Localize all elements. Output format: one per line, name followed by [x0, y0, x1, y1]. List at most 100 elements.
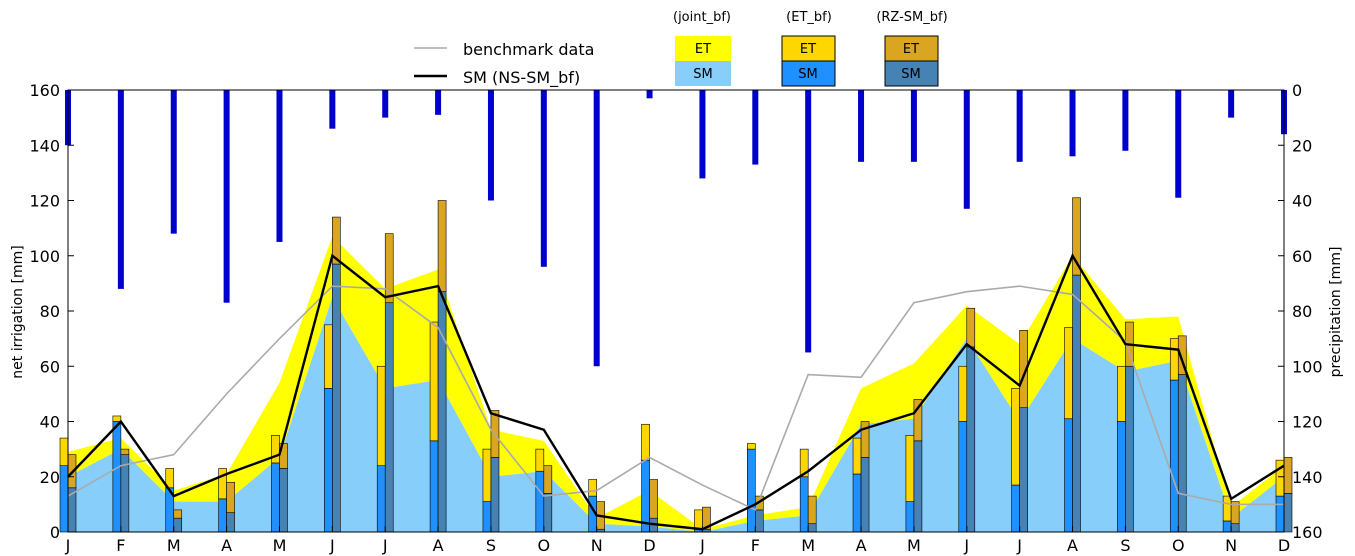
rz-et-bar [384, 233, 394, 304]
etbf-et-bar [852, 437, 862, 475]
legend-joint-sm-swatch [675, 61, 731, 86]
legend-joint-sm-label: SM [693, 67, 712, 82]
precipitation-bar [1016, 90, 1023, 162]
joint-sm-area [68, 297, 1284, 532]
y2-tick-label: 40 [1292, 192, 1312, 211]
etbf-et-bar [324, 324, 333, 389]
y2-tick-label: 80 [1292, 302, 1312, 321]
legend: benchmark data SM (NS-SM_bf) (joint_bf) … [414, 10, 948, 88]
legend-joint-et-swatch [675, 36, 731, 61]
rz-et-bar [913, 399, 923, 442]
axes-layer: 160 140 120 100 80 60 40 20 0 0 20 40 60 80 100 120 140 1… [29, 81, 1322, 555]
etbf-et-bar [271, 435, 280, 464]
etbf-sm-bar [482, 501, 492, 533]
x-tick-label: N [591, 536, 603, 555]
precipitation-bar [487, 90, 494, 201]
precipitation-bar [223, 90, 230, 303]
rz-et-bar [437, 200, 447, 292]
precipitation-bar [963, 90, 970, 209]
rz-et-bar [1230, 501, 1240, 525]
rz-et-bar [120, 448, 130, 455]
rz-et-bar [173, 509, 183, 519]
precipitation-bar [276, 90, 283, 242]
legend-etbf-et-swatch [781, 35, 836, 62]
etbf-et-bar [482, 448, 492, 502]
benchmark-line [67, 285, 1284, 511]
etbf-et-bar [59, 437, 69, 467]
legend-sm-label: SM (NS-SM_bf) [463, 68, 580, 88]
y-tick-label: 60 [40, 357, 60, 376]
y2-tick-label: 20 [1292, 136, 1312, 155]
etbf-sm-bar [1222, 520, 1232, 533]
x-tick-label: F [751, 536, 760, 555]
etbf-et-bar [905, 435, 915, 502]
precipitation-bar [699, 90, 706, 179]
x-tick-label: A [221, 536, 232, 555]
x-tick-label: M [907, 536, 921, 555]
precipitation-bar [1122, 90, 1129, 151]
precipitation-bar [593, 90, 600, 367]
precipitation-bar [435, 90, 442, 115]
etbf-sm-bar [376, 465, 386, 533]
rz-sm-bar [1072, 274, 1081, 533]
rz-sm-bar [807, 523, 817, 533]
etbf-et-bar [1169, 338, 1179, 381]
rz-sm-bar [1230, 523, 1240, 533]
x-tick-label: D [1278, 536, 1290, 555]
rz-et-bar [226, 481, 235, 513]
etbf-et-bar [535, 448, 545, 472]
etbf-sm-bar [1169, 379, 1179, 533]
etbf-et-bar [641, 423, 650, 461]
precipitation-bar [858, 90, 865, 162]
area-layer [68, 236, 1284, 532]
etbf-et-bar [218, 468, 227, 500]
x-tick-label: M [167, 536, 181, 555]
etbf-sm-bar [1064, 418, 1073, 533]
rz-sm-bar [1283, 493, 1293, 533]
precipitation-bar [382, 90, 389, 118]
precipitation-bar [910, 90, 917, 162]
etbf-sm-bar [747, 448, 756, 533]
etbf-et-bar [1064, 327, 1073, 420]
etbf-sm-bar [958, 421, 968, 533]
joint-et-area [68, 236, 1284, 532]
precipitation-bar [805, 90, 812, 353]
y2-tick-label: 120 [1292, 413, 1323, 432]
y-tick-label: 140 [29, 136, 60, 155]
x-tick-label: M [801, 536, 815, 555]
etbf-sm-bar [112, 421, 122, 533]
rz-sm-bar [1019, 407, 1028, 533]
x-tick-label: J [65, 536, 71, 555]
y-tick-label: 40 [40, 413, 60, 432]
rz-et-bar [1283, 457, 1293, 494]
etbf-et-bar [165, 468, 175, 489]
legend-rz-sm-label: SM [901, 67, 920, 82]
rz-et-bar [1072, 197, 1081, 276]
etbf-sm-bar [1011, 484, 1020, 533]
rz-et-bar [807, 495, 817, 525]
rz-sm-bar [860, 457, 870, 533]
rz-sm-bar [1177, 374, 1187, 533]
legend-rz-et-swatch [884, 35, 939, 62]
precipitation-bar [170, 90, 177, 234]
etbf-sm-bar [1117, 421, 1126, 533]
rz-sm-bar [543, 493, 553, 533]
rz-sm-bar [332, 263, 341, 533]
x-tick-label: J [699, 536, 705, 555]
etbf-et-bar [112, 415, 122, 422]
etbf-sm-bar [324, 388, 333, 533]
legend-rz-et-label: ET [903, 42, 919, 57]
rz-et-bar [649, 479, 658, 519]
legend-rz-title: (RZ-SM_bf) [876, 10, 947, 25]
rz-et-bar [1177, 335, 1187, 375]
x-tick-label: A [856, 536, 867, 555]
etbf-sm-bar [1275, 495, 1285, 533]
y-tick-label: 120 [29, 192, 60, 211]
y-tick-label: 80 [40, 302, 60, 321]
etbf-sm-bar [271, 462, 280, 533]
etbf-sm-bar [429, 440, 439, 533]
x-tick-label: N [1225, 536, 1237, 555]
precipitation-bar [329, 90, 336, 129]
x-tick-label: J [1016, 536, 1022, 555]
